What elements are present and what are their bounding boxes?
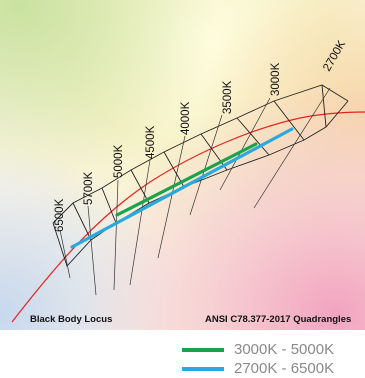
cct-label-5000k: 5000K: [113, 144, 125, 178]
label-leader-lines: [59, 87, 331, 296]
leader-line-6500k: [59, 229, 71, 279]
leader-line-5700k: [87, 205, 97, 296]
cct-label-6500k: 6500K: [54, 198, 66, 232]
range-line-2700k-6500k: [70, 127, 294, 249]
caption-ansi-quadrangles: ANSI C78.377-2017 Quadrangles: [205, 314, 351, 325]
quadrangle-divider: [72, 202, 92, 241]
caption-black-body-locus: Black Body Locus: [30, 314, 112, 325]
cct-label-3000k: 3000K: [270, 62, 282, 96]
cct-label-5700k: 5700K: [83, 171, 95, 205]
leader-line-4000k: [157, 135, 186, 259]
cct-label-4500k: 4500K: [145, 125, 157, 159]
quadrangle-divider: [236, 117, 270, 156]
legend-item-2700k-6500k: 2700K - 6500K: [182, 359, 334, 378]
legend-label: 3000K - 5000K: [234, 341, 335, 358]
leader-line-3000k: [219, 97, 271, 191]
black-body-locus-curve: [11, 111, 365, 323]
cct-label-4000k: 4000K: [180, 101, 192, 135]
legend-label: 2700K - 6500K: [234, 360, 335, 377]
legend-swatch-green: [182, 347, 224, 352]
leader-line-2700k: [253, 87, 331, 209]
cct-label-3500k: 3500K: [222, 80, 234, 114]
legend-item-3000k-5000k: 3000K - 5000K: [182, 340, 334, 359]
leader-line-5000k: [113, 179, 119, 291]
legend-swatch-blue: [182, 366, 224, 371]
quadrangle-divider: [130, 169, 150, 204]
quadrangle-divider: [321, 84, 327, 128]
leader-line-3500k: [189, 114, 223, 216]
legend: 3000K - 5000K 2700K - 6500K: [182, 340, 334, 378]
quadrangle-divider: [200, 133, 228, 171]
background-pink: [0, 0, 365, 330]
range-line-3000k-5000k: [115, 142, 258, 217]
quadrangle-divider: [273, 100, 305, 141]
quadrangle-divider: [101, 187, 117, 224]
chromaticity-diagram: 6500K 5700K 5000K 4500K 4000K 3500K 3000…: [0, 0, 365, 330]
quadrangle-outer-top-edge: [52, 84, 349, 224]
leader-line-4500k: [129, 159, 151, 286]
